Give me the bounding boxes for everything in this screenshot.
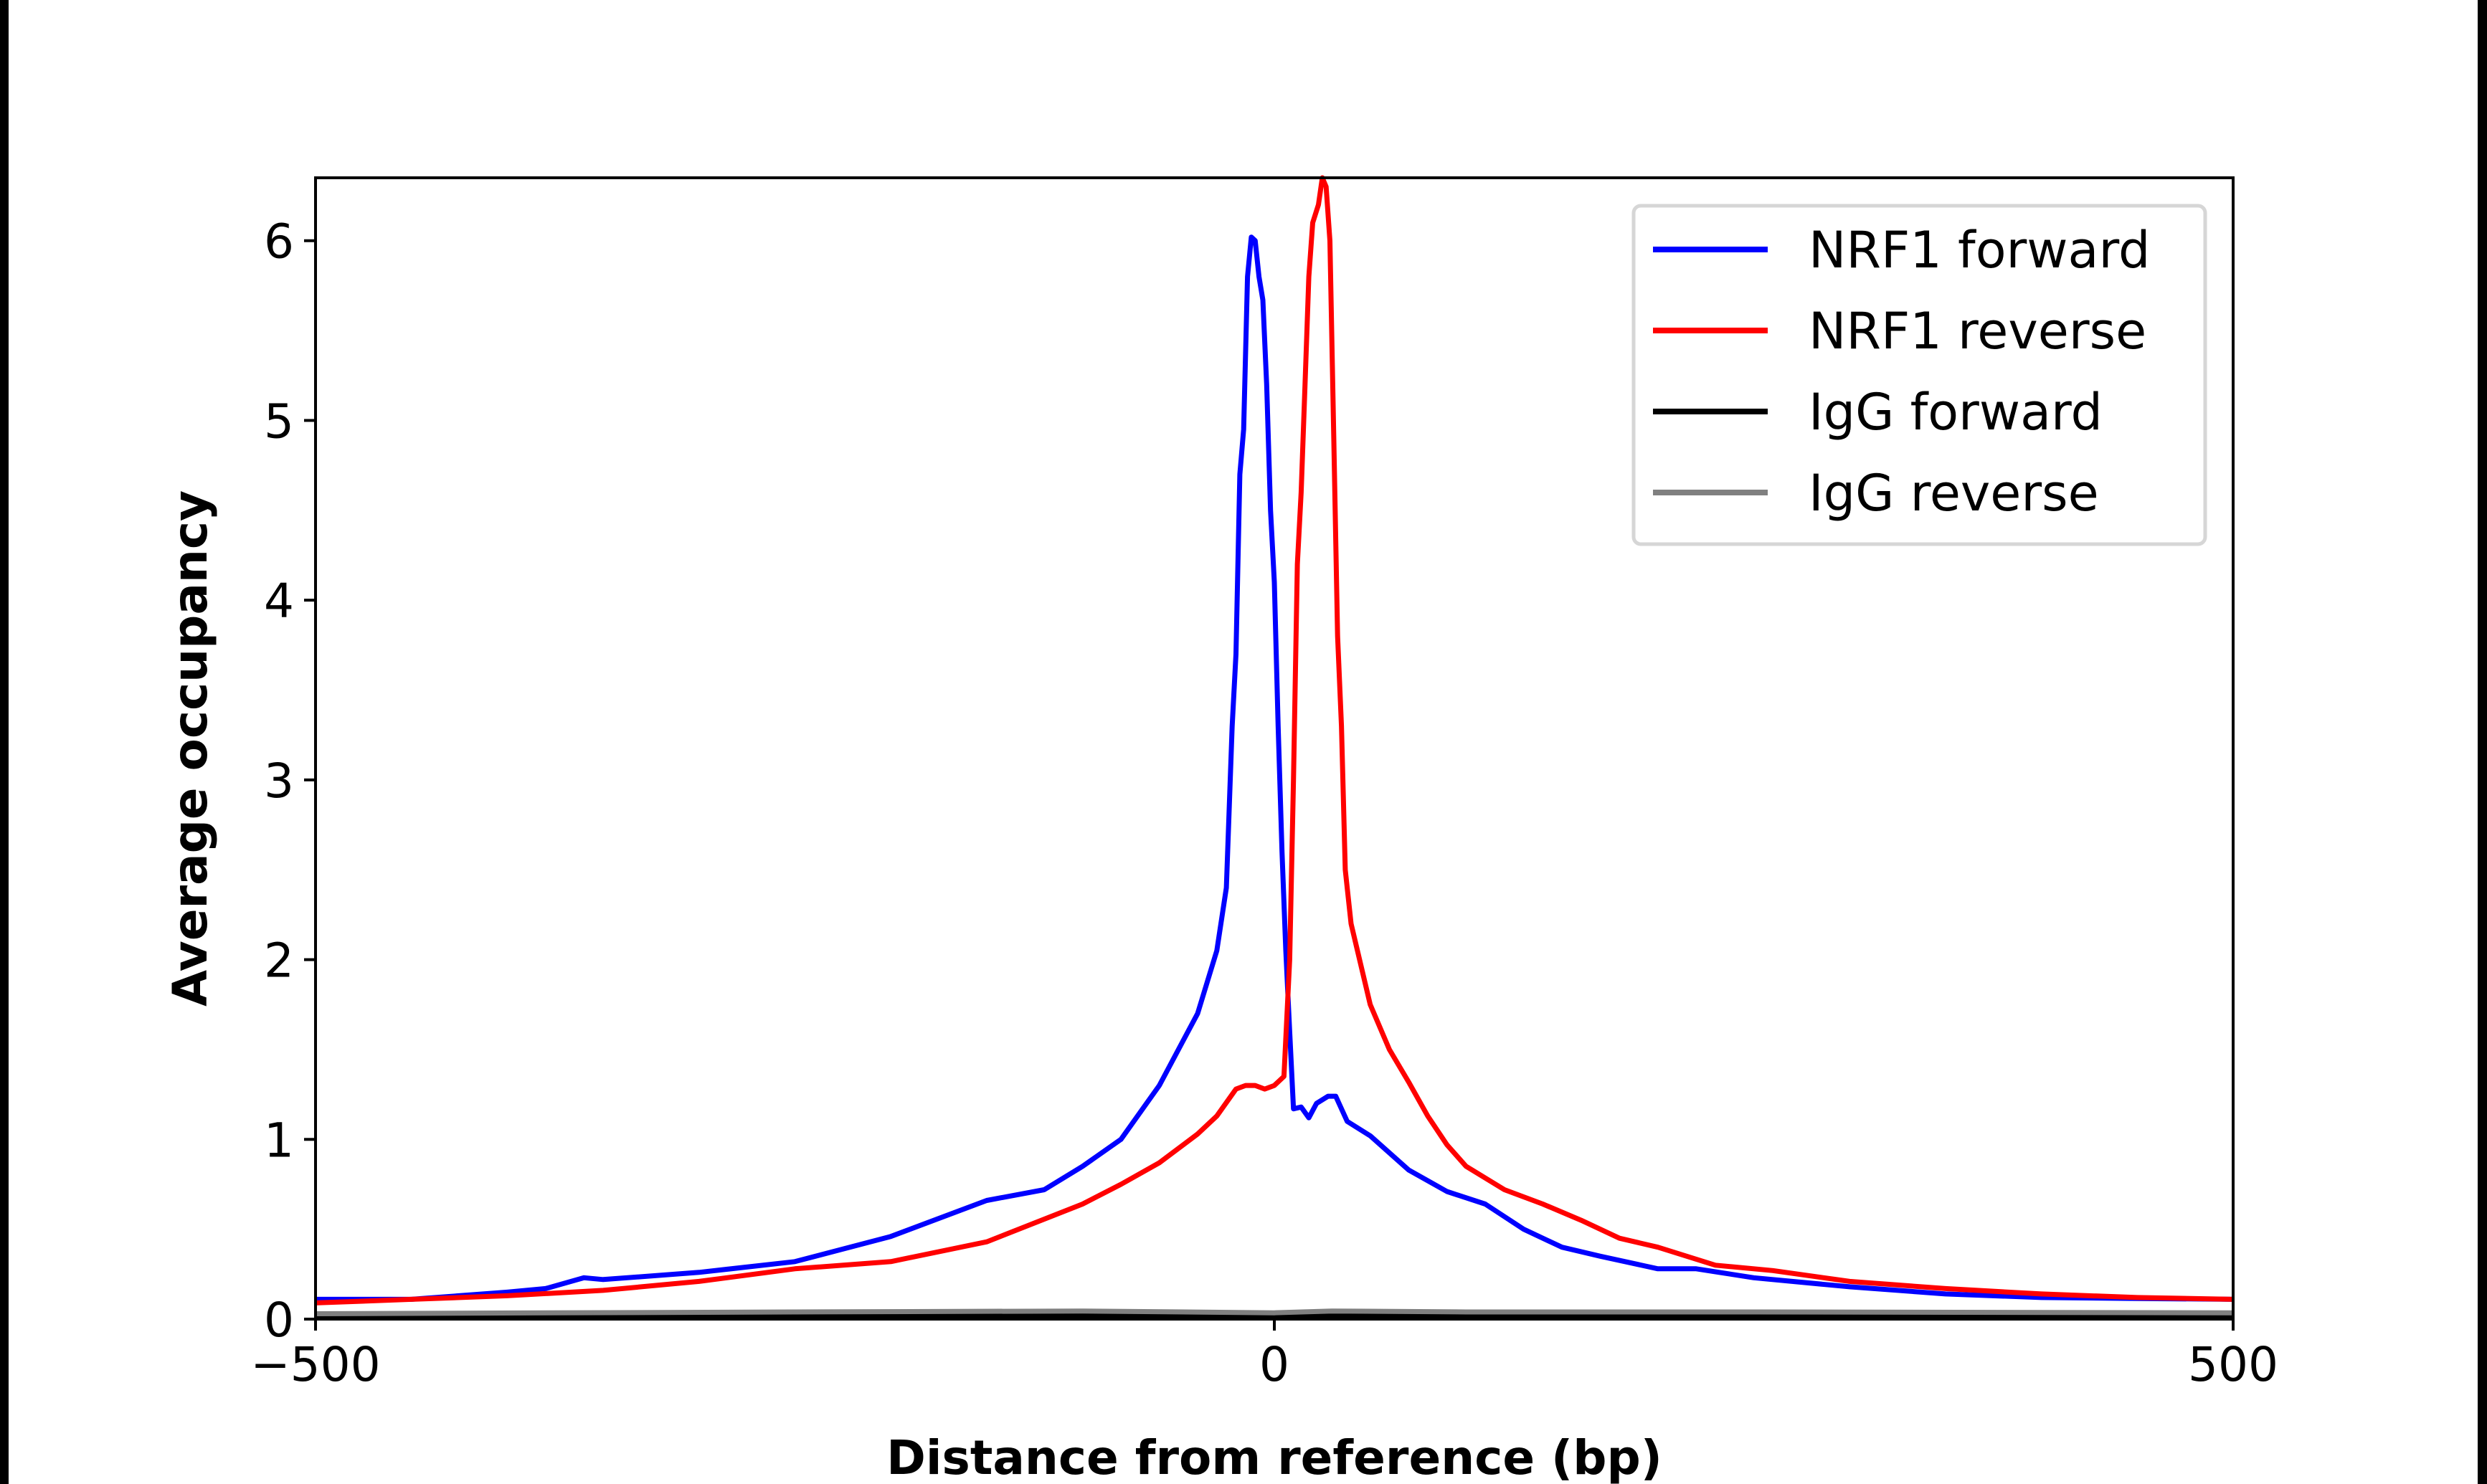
y-tick-label: 4 (264, 574, 294, 629)
y-tick-label: 5 (264, 394, 294, 449)
x-tick-label: 500 (2188, 1337, 2278, 1392)
left-border (0, 0, 9, 1484)
x-tick-label: −500 (250, 1337, 380, 1392)
legend: NRF1 forward NRF1 reverse IgG forward IgG r… (1631, 204, 2207, 546)
legend-label: NRF1 forward (1809, 221, 2150, 280)
y-tick-label: 2 (264, 933, 294, 989)
y-tick-label: 3 (264, 753, 294, 809)
x-ticks: −500 0 500 (250, 1319, 2278, 1392)
y-tick-label: 1 (264, 1113, 294, 1168)
series-line-nrf1-reverse (315, 175, 2234, 1305)
y-axis-label: Average occupancy (163, 490, 218, 1007)
series-line-nrf1-forward (316, 234, 2234, 1302)
legend-label: IgG forward (1809, 383, 2103, 442)
x-axis-label: Distance from reference (bp) (886, 1430, 1662, 1484)
plot-lines (315, 175, 2234, 1318)
y-ticks: 0 1 2 3 4 5 6 (264, 214, 316, 1348)
legend-box (1631, 204, 2207, 546)
x-tick-label: 0 (1259, 1337, 1289, 1392)
y-tick-label: 6 (264, 214, 294, 270)
legend-label: NRF1 reverse (1809, 302, 2146, 361)
right-border (2478, 0, 2487, 1484)
y-tick-label: 0 (264, 1293, 294, 1348)
series-line-igg-reverse (315, 1308, 2234, 1316)
legend-label: IgG reverse (1809, 464, 2099, 523)
